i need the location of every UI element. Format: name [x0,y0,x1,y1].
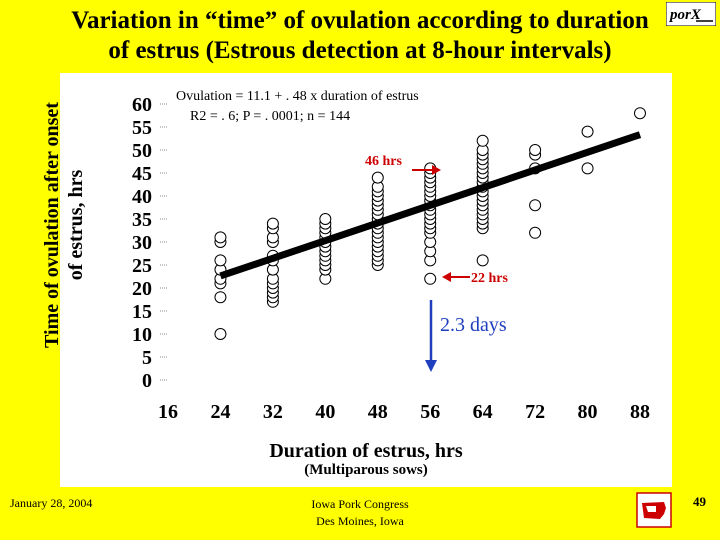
footer-date: January 28, 2004 [10,496,93,510]
chart-panel [60,73,672,487]
title-line-1: Variation in “time” of ovulation accordi… [71,7,649,34]
footer-venue: Iowa Pork Congress Des Moines, Iowa [260,496,460,530]
footer-venue-line-1: Iowa Pork Congress [311,497,409,511]
footer-venue-line-2: Des Moines, Iowa [316,514,404,528]
title-line-2: of estrus (Estrous detection at 8-hour i… [108,37,612,64]
iowa-state-logo [636,492,672,528]
y-axis-label-line-1: Time of ovulation after onset [41,102,63,348]
x-axis-sublabel: (Multiparous sows) [304,462,428,478]
x-axis-label: Duration of estrus, hrs [269,440,463,462]
porx-logo: porX [666,2,716,26]
y-axis-label: Time of ovulation after onset of estrus,… [40,75,88,375]
y-axis-label-line-2: of estrus, hrs [65,169,87,281]
slide-title: Variation in “time” of ovulation accordi… [0,6,720,66]
logo-text: porX [668,7,702,23]
page-number: 49 [693,494,706,509]
